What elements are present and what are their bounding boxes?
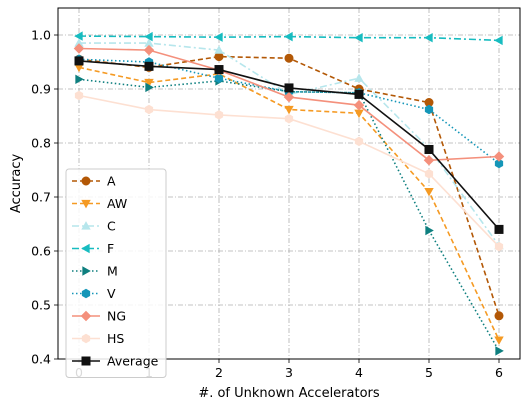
data-point-a: [284, 53, 294, 63]
legend-label-aw: AW: [107, 196, 127, 211]
data-point-a: [494, 311, 504, 321]
x-tick-label: 5: [425, 365, 433, 380]
data-point-c: [214, 45, 224, 54]
legend-marker-average: [81, 356, 91, 366]
data-point-hs: [214, 110, 224, 120]
data-point-ng: [493, 151, 505, 162]
data-point-hs: [494, 241, 504, 252]
legend-marker-c: [81, 221, 91, 230]
series-layer: [73, 31, 505, 356]
legend-marker-ng: [80, 310, 92, 322]
y-tick-label: 1.0: [31, 28, 51, 43]
data-point-hs: [284, 113, 294, 124]
data-point-f: [284, 31, 293, 42]
data-point-aw: [354, 109, 364, 119]
data-point-m: [145, 82, 154, 93]
data-point-f: [144, 31, 153, 42]
data-point-average: [214, 65, 224, 75]
legend-label-f: F: [107, 241, 114, 256]
data-point-f: [424, 32, 433, 43]
legend-label-ng: NG: [107, 309, 126, 324]
legend-label-m: M: [107, 264, 118, 279]
legend-marker-v: [81, 288, 91, 299]
legend-item-aw: AW: [72, 196, 127, 211]
x-tick-label: 2: [215, 365, 223, 380]
data-point-average: [74, 56, 84, 66]
data-point-c: [354, 73, 364, 82]
data-point-aw: [144, 78, 154, 88]
legend-item-f: F: [72, 241, 114, 256]
legend-marker-a: [81, 176, 91, 186]
y-tick-label: 0.8: [31, 136, 51, 151]
legend-box: [65, 168, 167, 378]
legend-label-a: A: [107, 174, 116, 189]
data-point-ng: [143, 44, 155, 56]
data-point-aw: [284, 105, 294, 115]
legend-label-hs: HS: [107, 331, 124, 346]
legend-item-a: A: [72, 174, 116, 189]
y-axis-label: Accuracy: [9, 154, 24, 214]
data-point-f: [494, 35, 503, 46]
series-average: [74, 56, 504, 234]
data-point-f: [354, 32, 363, 43]
legend-label-average: Average: [107, 354, 159, 369]
series-f: [74, 31, 503, 46]
legend-item-average: Average: [72, 354, 159, 369]
legend-item-hs: HS: [72, 331, 124, 346]
data-point-hs: [354, 136, 364, 147]
y-tick-label: 0.4: [31, 352, 51, 367]
legend-item-v: V: [72, 286, 116, 301]
data-point-m: [425, 225, 434, 236]
legend-item-c: C: [72, 219, 116, 234]
data-point-f: [74, 31, 83, 41]
data-point-ng: [283, 91, 295, 103]
data-point-hs: [144, 104, 154, 115]
data-point-ng: [423, 155, 435, 166]
data-point-m: [495, 346, 504, 356]
data-point-m: [75, 74, 84, 84]
series-ng: [73, 43, 505, 166]
legend-label-v: V: [107, 286, 116, 301]
data-point-average: [494, 224, 504, 234]
data-point-f: [214, 32, 223, 42]
legend-marker-m: [82, 266, 91, 276]
series-aw: [74, 63, 504, 345]
legend-marker-aw: [81, 199, 91, 209]
data-point-v: [424, 104, 434, 115]
x-axis-label: #. of Unknown Accelerators: [198, 386, 380, 401]
series-hs: [74, 90, 504, 252]
data-point-average: [284, 83, 294, 93]
data-point-hs: [424, 169, 434, 179]
data-point-aw: [424, 187, 434, 197]
y-tick-label: 0.5: [31, 298, 51, 313]
legend-marker-f: [81, 243, 90, 254]
legend-label-c: C: [107, 219, 116, 234]
legend-marker-hs: [81, 333, 91, 344]
x-tick-label: 4: [355, 365, 363, 380]
data-point-ng: [73, 43, 85, 54]
data-point-aw: [494, 336, 504, 345]
x-tick-label: 6: [495, 365, 503, 380]
y-tick-label: 0.6: [31, 244, 51, 259]
data-point-hs: [74, 90, 84, 101]
data-point-ng: [353, 99, 365, 111]
legend-item-m: M: [72, 264, 118, 279]
data-point-average: [354, 89, 364, 99]
data-point-v: [214, 73, 224, 83]
data-point-v: [494, 158, 504, 169]
data-point-average: [424, 144, 434, 154]
legend-item-ng: NG: [72, 309, 126, 324]
data-point-average: [144, 61, 154, 71]
y-tick-label: 0.7: [31, 190, 51, 205]
y-tick-label: 0.9: [31, 82, 51, 97]
x-tick-label: 3: [285, 365, 293, 380]
